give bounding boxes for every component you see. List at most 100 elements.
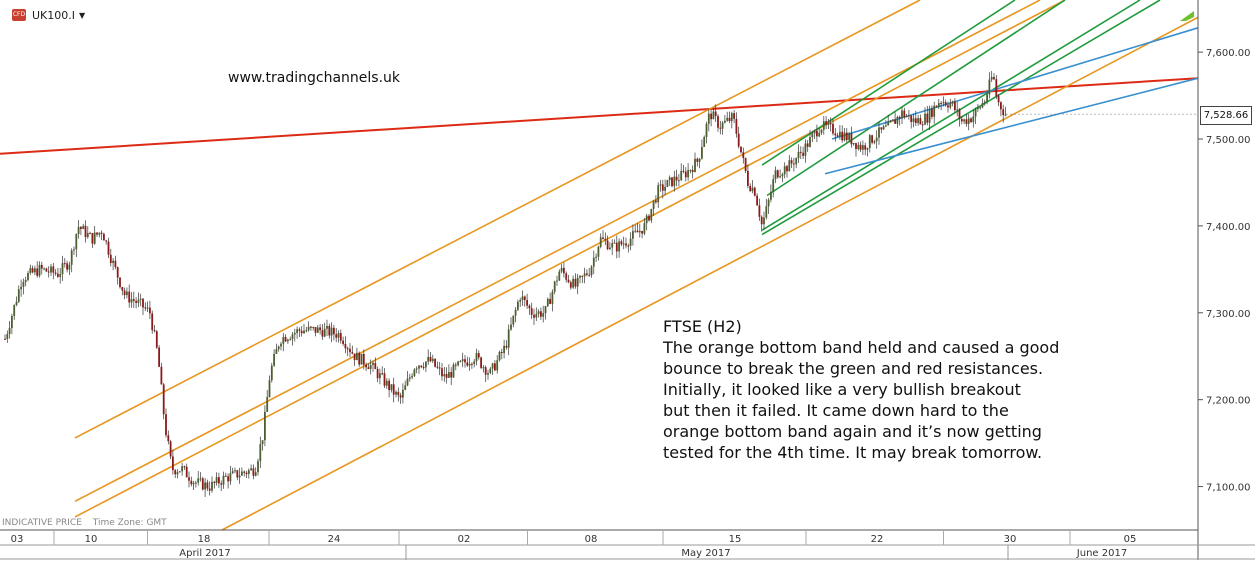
candle xyxy=(845,128,848,143)
candle xyxy=(537,309,540,318)
candle-body xyxy=(282,337,285,344)
candle xyxy=(376,366,379,383)
candle-body xyxy=(218,477,220,484)
candle-body xyxy=(305,330,308,332)
candle-body xyxy=(781,174,784,177)
chevron-down-icon[interactable]: ▼ xyxy=(79,10,86,20)
candle xyxy=(436,361,439,369)
candle-body xyxy=(597,246,600,257)
candle-body xyxy=(565,273,568,280)
candle xyxy=(862,140,864,155)
candle xyxy=(751,180,754,194)
candle xyxy=(192,480,195,490)
candle xyxy=(402,383,404,404)
candle-body xyxy=(632,231,634,239)
candle-body xyxy=(121,287,124,291)
candle xyxy=(346,346,349,357)
trend-arrow-icon[interactable] xyxy=(1180,11,1194,21)
candle-body xyxy=(257,461,259,473)
candle xyxy=(1002,104,1005,123)
candle-body xyxy=(128,291,131,303)
candle-body xyxy=(112,260,114,263)
candle xyxy=(4,334,6,340)
candle-body xyxy=(289,339,292,341)
candle-body xyxy=(438,367,441,369)
candle-body xyxy=(61,263,64,275)
candle xyxy=(63,258,66,268)
candle xyxy=(82,223,85,230)
candle-body xyxy=(790,160,793,164)
candle xyxy=(701,139,703,160)
candle xyxy=(289,336,292,341)
candle-body xyxy=(668,177,671,181)
candle xyxy=(307,321,310,332)
candle-body xyxy=(452,364,455,378)
candle xyxy=(452,362,455,378)
candle xyxy=(119,277,121,289)
candle xyxy=(636,222,639,233)
candle-body xyxy=(254,472,257,476)
candle xyxy=(583,267,586,284)
candle xyxy=(627,243,630,253)
candle-body xyxy=(625,243,627,246)
candle-body xyxy=(940,103,942,105)
candle-body xyxy=(91,233,94,244)
candle-body xyxy=(158,347,160,367)
candle-body xyxy=(618,241,620,252)
candle xyxy=(901,106,903,124)
candle xyxy=(809,129,811,148)
candle xyxy=(252,464,255,480)
candle xyxy=(613,239,616,244)
candle-body xyxy=(880,127,883,130)
symbol-name[interactable]: UK100.I xyxy=(32,8,76,22)
candle-body xyxy=(760,216,763,225)
candle-body xyxy=(551,291,554,304)
candle-body xyxy=(195,482,197,484)
candle xyxy=(776,169,779,179)
candle-body xyxy=(243,471,246,473)
candle xyxy=(891,119,894,122)
candle xyxy=(620,239,623,247)
candle xyxy=(671,177,673,188)
candle xyxy=(381,366,384,376)
candle-body xyxy=(411,375,413,378)
candle xyxy=(266,389,269,413)
candle-body xyxy=(825,121,827,125)
candle xyxy=(385,378,388,389)
candle-body xyxy=(786,166,788,172)
candle-body xyxy=(965,119,968,124)
candle xyxy=(924,107,926,126)
candle-body xyxy=(641,230,643,234)
candle-body xyxy=(43,268,45,270)
candle-body xyxy=(252,468,255,476)
x-tick-label: 10 xyxy=(85,534,98,545)
candle-body xyxy=(694,158,696,172)
candle xyxy=(735,112,738,138)
candle xyxy=(487,369,489,380)
candle-body xyxy=(691,170,694,172)
candle xyxy=(615,235,618,259)
candle-body xyxy=(910,115,913,122)
candle-body xyxy=(533,314,535,318)
candle-body xyxy=(466,362,469,366)
candle-body xyxy=(353,353,356,361)
candle-body xyxy=(864,145,867,150)
candle xyxy=(282,332,285,352)
candle-body xyxy=(137,299,140,303)
candle xyxy=(744,157,747,174)
commentary-line: orange bottom band again and it’s now ge… xyxy=(663,422,1042,441)
candle-body xyxy=(747,170,749,186)
candle-body xyxy=(427,356,430,362)
commentary-line: The orange bottom band held and caused a… xyxy=(663,338,1060,357)
candle xyxy=(721,120,724,135)
candle-body xyxy=(192,482,195,485)
candle-body xyxy=(4,338,6,340)
trendline-green xyxy=(766,0,1066,197)
candle xyxy=(567,274,570,284)
chart-footnote: INDICATIVE PRICE Time Zone: GMT xyxy=(2,518,175,528)
candle-body xyxy=(383,373,386,386)
website-label: www.tradingchannels.uk xyxy=(228,70,400,86)
candle-body xyxy=(132,299,135,302)
candle xyxy=(323,322,326,338)
